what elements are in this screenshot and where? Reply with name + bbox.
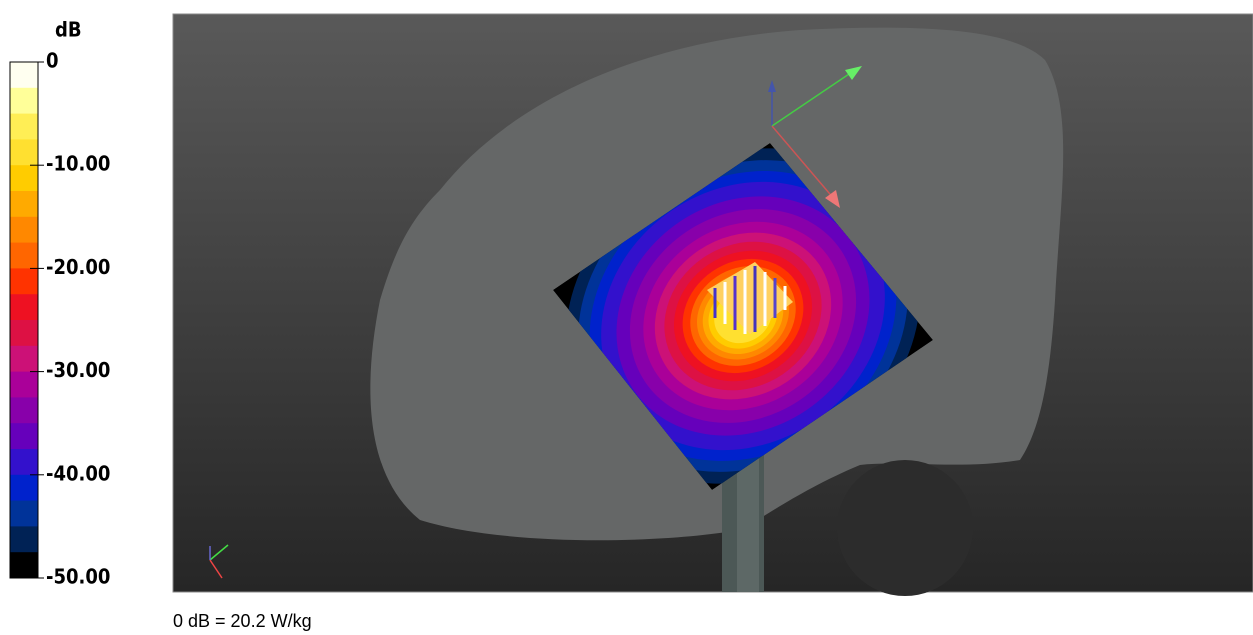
colorbar-swatch [10,423,38,450]
colorbar-swatch [10,268,38,295]
colorbar-swatch [10,345,38,373]
colorbar-swatch [10,191,38,218]
colorbar-swatch [10,62,38,89]
colorbar-tick-label: -10.00 [46,152,110,176]
caption: 0 dB = 20.2 W/kg [173,611,312,631]
ear-shadow [837,460,973,596]
colorbar-swatch [10,320,38,347]
phantom-stalk-face [737,450,759,592]
peak [707,262,793,334]
colorbar-swatch [10,113,38,140]
colorbar-swatch [10,242,38,269]
colorbar-frame [9,61,39,579]
colorbar-tick-label: -40.00 [46,461,110,485]
colorbar-swatch [10,139,38,166]
colorbar-swatch [10,500,38,527]
colorbar-swatch [10,474,38,502]
colorbar-swatch [10,397,38,424]
colorbar-swatch [10,449,38,476]
axes-gizmo [209,66,862,579]
colorbar-swatch [10,526,38,553]
colorbar-swatch [10,165,38,192]
colorbar-swatch [10,216,38,244]
colorbar-swatch [10,552,38,579]
colorbar-tick-label: -30.00 [46,358,110,382]
colorbar-tick-label: 0 [46,49,59,73]
colorbar-swatch [10,371,38,398]
colorbar-tick-label: -50.00 [46,565,110,589]
colorbar-swatch [10,87,38,115]
colorbar-unit: dB [55,18,82,42]
colorbar-tick-label: -20.00 [46,255,110,279]
colorbar-swatch [10,294,38,321]
